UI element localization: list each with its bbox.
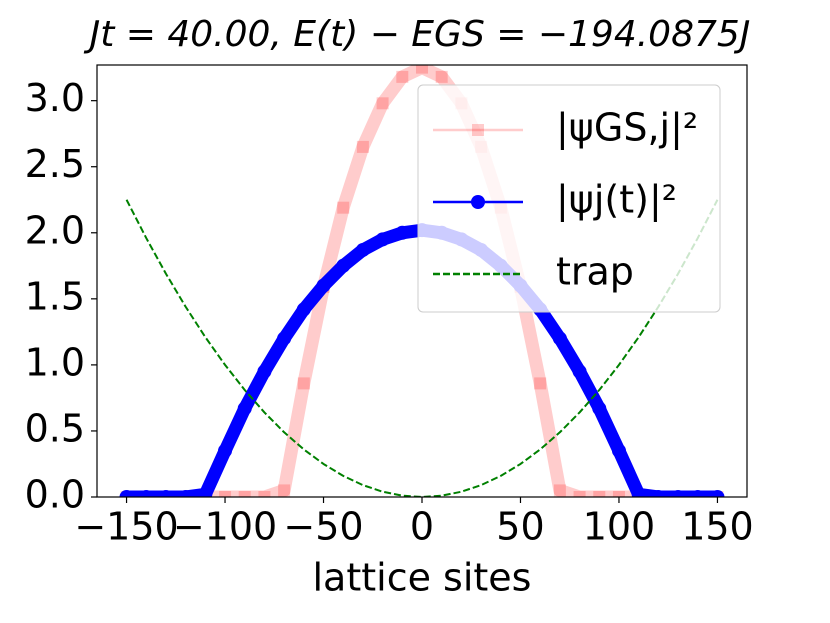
y-tick-label: 1.5 <box>25 274 85 318</box>
marker <box>355 242 370 257</box>
x-tick-label: 150 <box>681 505 754 549</box>
marker <box>316 278 331 293</box>
chart-title: Jt = 40.00, E(t) − EGS = −194.0875J <box>84 14 751 55</box>
marker <box>690 490 705 497</box>
series-line <box>125 199 719 497</box>
marker <box>611 443 626 458</box>
y-tick-label: 3.0 <box>25 76 85 120</box>
marker <box>395 225 410 240</box>
marker <box>238 491 251 497</box>
series-line <box>126 65 718 497</box>
marker <box>573 491 586 497</box>
marker <box>219 491 232 497</box>
marker <box>198 487 213 497</box>
marker <box>119 490 134 497</box>
marker <box>435 70 448 83</box>
marker <box>552 331 567 346</box>
y-tick-label: 0.5 <box>25 406 85 450</box>
marker <box>534 377 547 390</box>
y-tick-label: 1.0 <box>25 340 85 384</box>
marker <box>612 491 625 497</box>
marker <box>356 140 369 153</box>
marker <box>297 377 310 390</box>
marker <box>237 401 252 416</box>
marker <box>178 490 193 497</box>
marker <box>277 331 292 346</box>
x-tick-label: 50 <box>496 505 544 549</box>
legend-label: |ψGS,j|² <box>556 106 698 151</box>
marker <box>158 490 173 497</box>
marker <box>139 490 154 497</box>
marker <box>651 490 666 497</box>
marker <box>631 487 646 497</box>
y-tick-label: 2.0 <box>25 208 85 252</box>
marker <box>257 364 272 379</box>
axes-frame <box>96 64 748 498</box>
marker <box>375 232 390 247</box>
marker <box>416 65 428 74</box>
legend-marker <box>472 124 484 136</box>
legend-box <box>417 84 721 313</box>
x-tick-label: −100 <box>173 505 277 549</box>
marker <box>396 70 409 83</box>
marker <box>710 490 725 497</box>
marker <box>296 302 311 317</box>
marker <box>218 443 233 458</box>
legend-marker <box>471 195 485 209</box>
y-tick-label: 0.0 <box>25 473 85 517</box>
marker <box>671 490 686 497</box>
x-tick-label: 100 <box>583 505 656 549</box>
x-tick-label: −150 <box>74 505 178 549</box>
y-tick-label: 2.5 <box>25 142 85 186</box>
legend-label: |ψj(t)|² <box>556 178 677 223</box>
x-tick-label: 0 <box>410 505 434 549</box>
x-axis-label: lattice sites <box>313 556 532 600</box>
marker <box>258 491 271 497</box>
legend-label: trap <box>556 250 634 294</box>
marker <box>337 201 350 214</box>
marker <box>572 364 587 379</box>
marker <box>336 258 351 273</box>
marker <box>278 484 291 497</box>
x-tick-label: −50 <box>283 505 363 549</box>
marker <box>376 97 389 110</box>
marker <box>553 484 566 497</box>
marker <box>593 491 606 497</box>
marker <box>592 401 607 416</box>
